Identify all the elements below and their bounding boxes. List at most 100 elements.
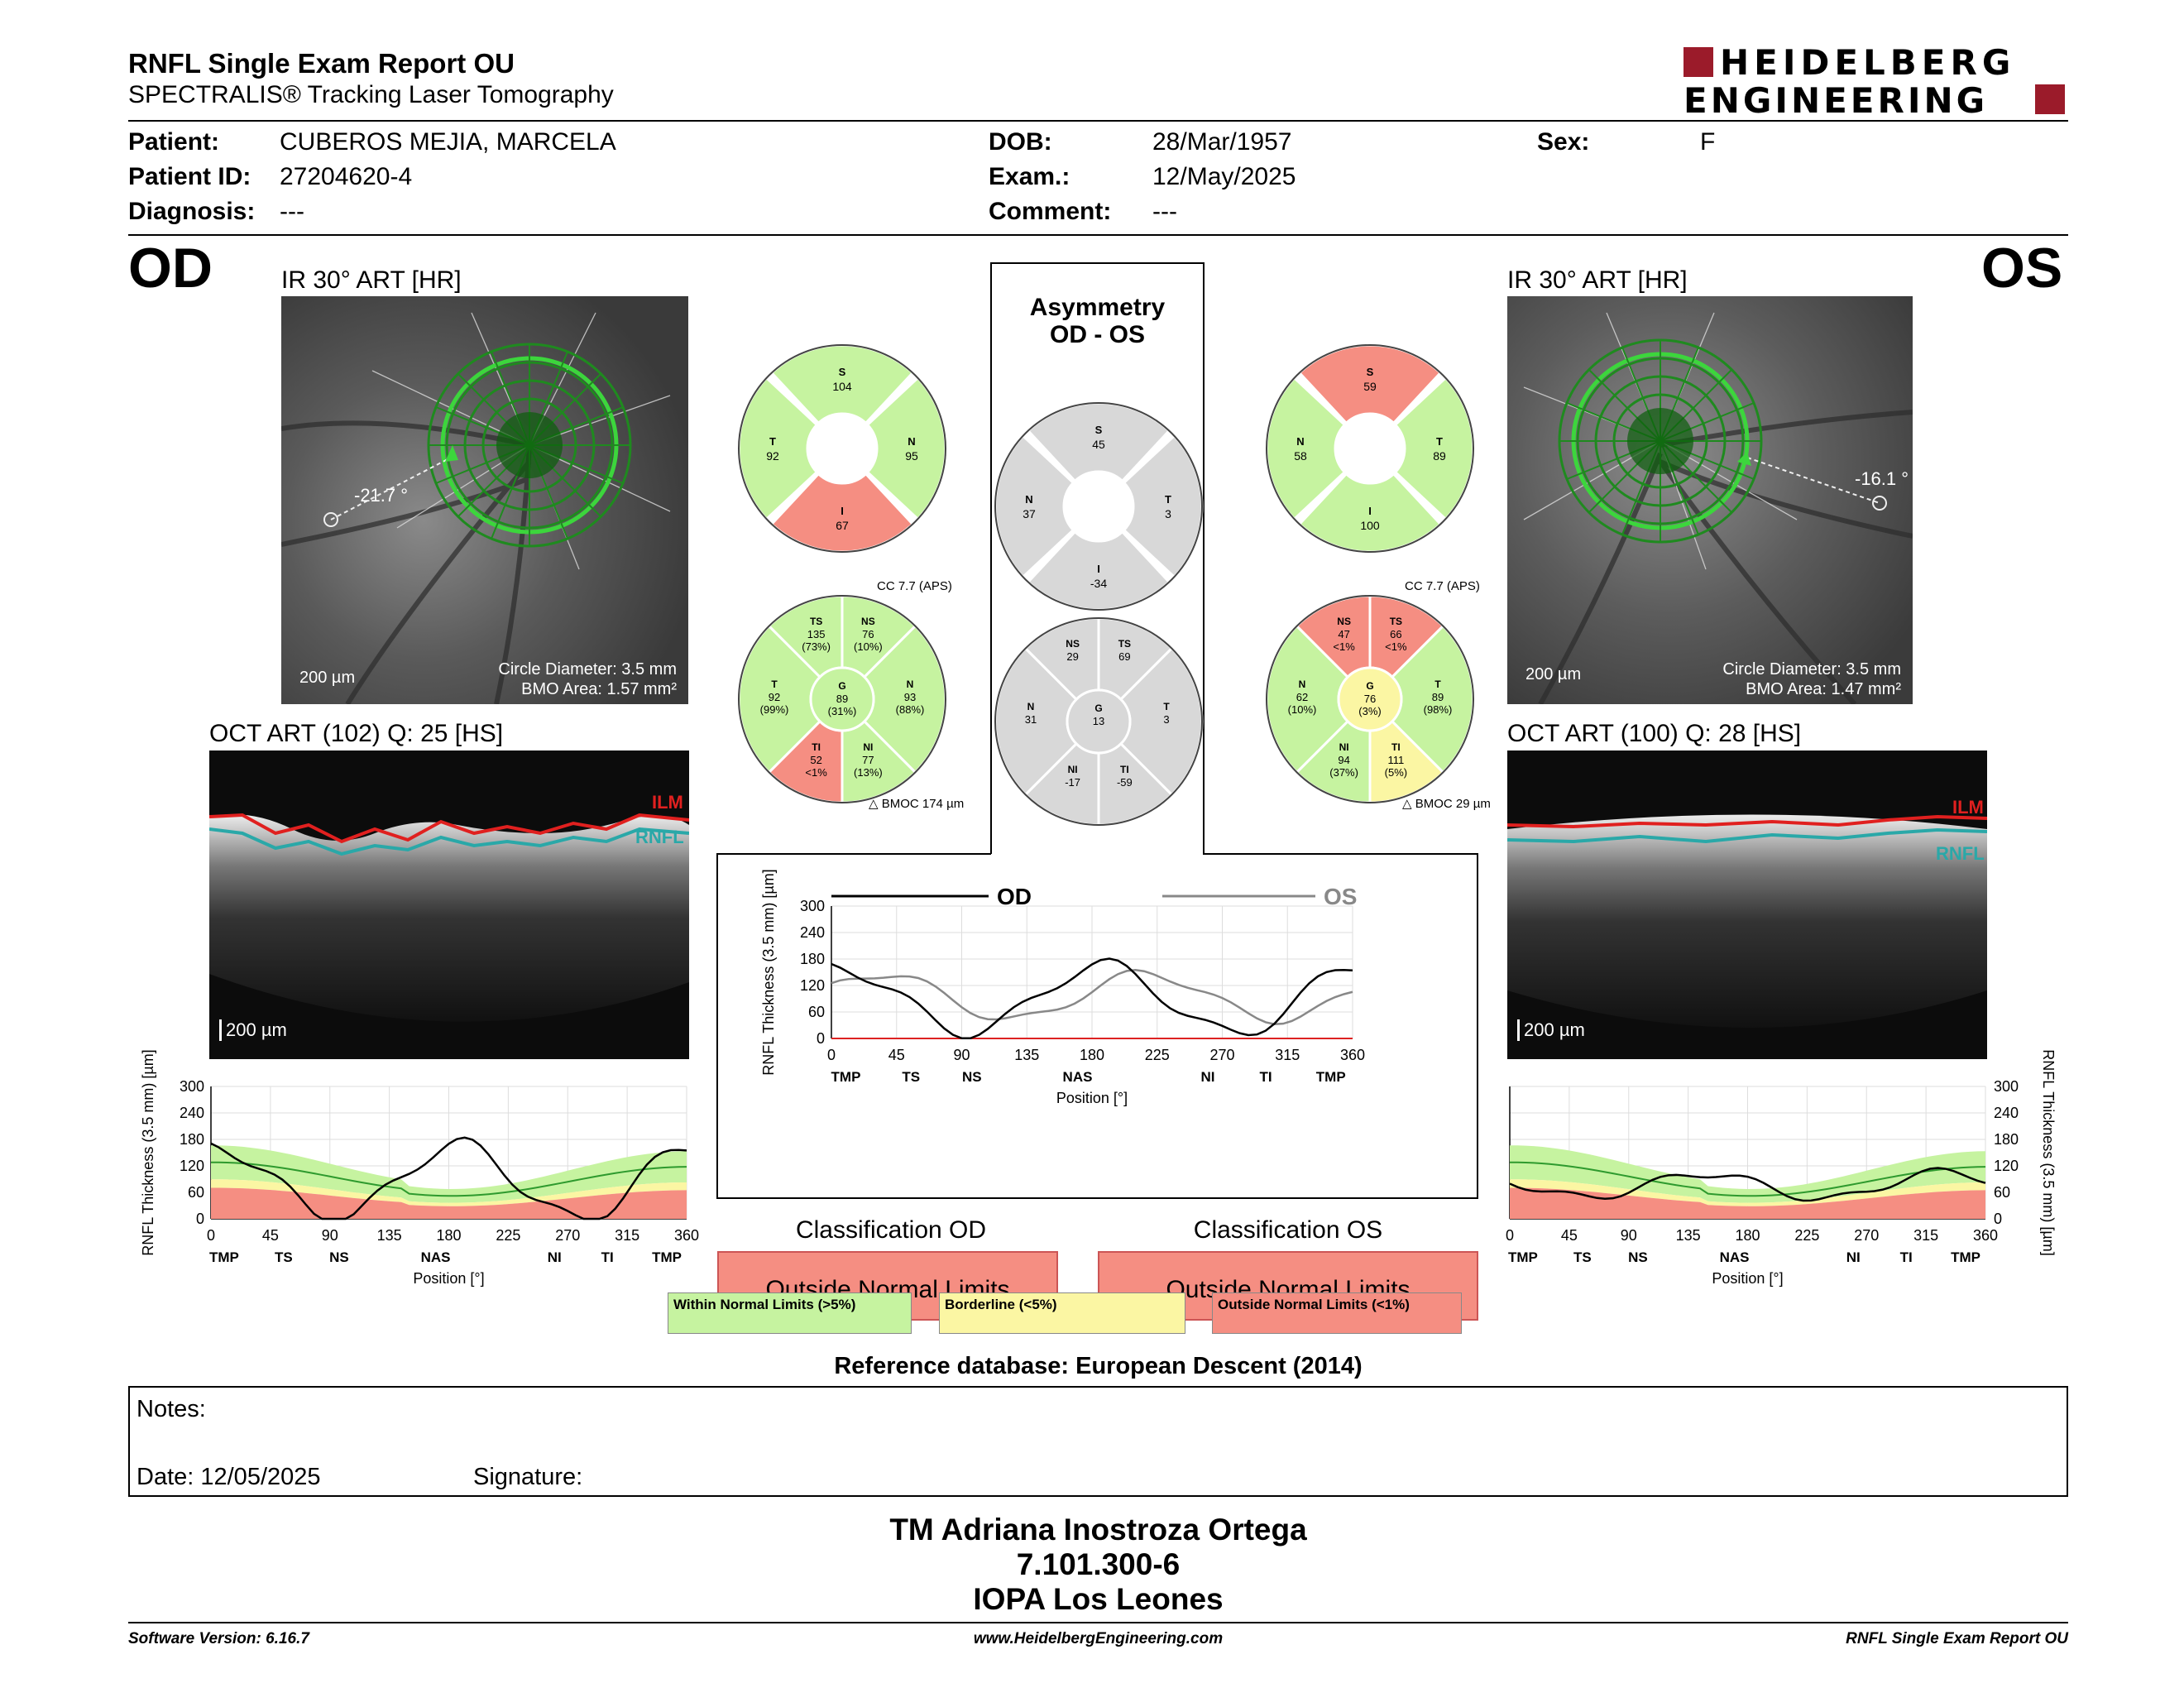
os-profile-x-tick: 360 xyxy=(1973,1227,1998,1244)
os-sec-sector-value: (5%) xyxy=(1385,766,1407,779)
asym-quad-sector-value: 3 xyxy=(1165,507,1171,520)
os-rnfl-label: RNFL xyxy=(1936,843,1985,864)
od-profile-x-label: Position [°] xyxy=(413,1270,484,1287)
od-sec-sector-label: N xyxy=(907,679,914,690)
od-profile-sector-label: TMP xyxy=(209,1249,239,1265)
asym-sec-sector-value: 29 xyxy=(1066,650,1078,663)
os-profile-sector-label: TMP xyxy=(1951,1249,1980,1265)
os-sec-sector-value: 94 xyxy=(1338,754,1349,766)
cmp-sector-label: TMP xyxy=(1316,1069,1346,1085)
legend-outside-normal: Outside Normal Limits (<1%) xyxy=(1212,1292,1462,1334)
cmp-x-tick: 180 xyxy=(1080,1047,1104,1063)
website-link[interactable]: www.HeidelbergEngineering.com xyxy=(973,1630,1224,1647)
cmp-sector-label: TI xyxy=(1259,1069,1272,1085)
os-quad-sector-label: T xyxy=(1436,435,1443,448)
cmp-x-tick: 270 xyxy=(1209,1047,1234,1063)
os-sec-sector-label: T xyxy=(1434,679,1441,690)
asymmetry-subtitle: OD - OS xyxy=(1049,321,1145,348)
od-rnfl-label: RNFL xyxy=(635,827,684,847)
signature-label: Signature: xyxy=(473,1464,583,1490)
os-profile-x-tick: 270 xyxy=(1854,1227,1879,1244)
sex-label: Sex: xyxy=(1537,128,1590,156)
od-sec-sector-value: (10%) xyxy=(854,640,883,653)
asym-sec-sector-value: -59 xyxy=(1117,776,1133,789)
od-profile-x-tick: 315 xyxy=(615,1227,639,1244)
os-quad-sector-value: 89 xyxy=(1433,449,1446,463)
asym-quad-sector-value: 45 xyxy=(1092,438,1105,451)
asym-quad-center xyxy=(1063,471,1134,542)
asym-sec-outline xyxy=(994,617,1203,826)
os-oct-title: OCT ART (100) Q: 28 [HS] xyxy=(1507,720,1802,747)
od-profile-y-tick: 0 xyxy=(196,1211,204,1227)
asym-sec-sector-value: 69 xyxy=(1118,650,1130,663)
os-sec-sector-label: N xyxy=(1299,679,1306,690)
od-profile-sector-label: NS xyxy=(329,1249,349,1265)
legend-within-normal: Within Normal Limits (>5%) xyxy=(668,1292,912,1334)
asym-quad-sector-label: N xyxy=(1025,493,1032,506)
od-quad-sector-value: 67 xyxy=(836,519,849,532)
asym-sec-sector-label: T xyxy=(1163,701,1170,712)
od-profile-sector-label: NAS xyxy=(421,1249,451,1265)
exam-date: 12/May/2025 xyxy=(1152,163,1296,190)
sex: F xyxy=(1700,128,1716,156)
os-profile-line xyxy=(1509,1167,1986,1202)
os-profile-x-tick: 180 xyxy=(1735,1227,1760,1244)
od-quad-sector-label: I xyxy=(841,505,844,517)
asym-quad-sector-label: S xyxy=(1095,424,1103,436)
od-ir-fundus-image: -21.7 ° 200 µm Circle Diameter: 3.5 mm B… xyxy=(281,296,688,704)
od-oct-title: OCT ART (102) Q: 25 [HS] xyxy=(209,720,504,747)
od-profile-y-label: RNFL Thickness (3.5 mm) [µm] xyxy=(140,1049,156,1255)
od-sec-sector-value: (13%) xyxy=(854,766,883,779)
os-profile-sector-label: TMP xyxy=(1508,1249,1538,1265)
os-profile-y-tick: 0 xyxy=(1994,1211,2002,1227)
os-sec-sector-value: (98%) xyxy=(1424,703,1453,716)
diagnosis: --- xyxy=(280,198,304,225)
od-profile-x-tick: 45 xyxy=(262,1227,279,1244)
od-sec-global-value: 89 xyxy=(836,693,848,705)
od-quad-sector-label: S xyxy=(839,366,846,378)
os-bmo-area: BMO Area: 1.47 mm² xyxy=(1746,680,1901,698)
os-profile-y-label: RNFL Thickness (3.5 mm) [µm] xyxy=(2040,1049,2057,1255)
asym-sec-sector-label: NS xyxy=(1066,638,1080,650)
patient-id-label: Patient ID: xyxy=(128,163,251,190)
cmp-sector-label: NS xyxy=(962,1069,982,1085)
od-profile-sector-label: TS xyxy=(275,1249,293,1265)
asym-sec-sector-label: N xyxy=(1027,701,1035,712)
od-profile-y-tick: 240 xyxy=(180,1105,204,1121)
od-sec-sector-value: 93 xyxy=(904,691,916,703)
os-bmoc: △ BMOC 29 µm xyxy=(1402,797,1491,811)
os-quad-sector-label: S xyxy=(1367,366,1374,378)
os-sec-sector-value: <1% xyxy=(1385,640,1407,653)
asym-sec-sector-g xyxy=(1066,688,1132,755)
od-profile-normal-mean-line xyxy=(210,1161,687,1197)
asymmetry-title: Asymmetry xyxy=(1029,294,1166,321)
os-sec-global-value: (3%) xyxy=(1358,705,1381,717)
cmp-x-label: Position [°] xyxy=(1056,1090,1128,1106)
patient-id: 27204620-4 xyxy=(280,163,413,190)
os-ir-title: IR 30° ART [HR] xyxy=(1507,266,1688,294)
os-quad-sector-value: 59 xyxy=(1363,380,1377,393)
od-sec-sector-label: TS xyxy=(810,616,822,627)
od-profile-y-tick: 300 xyxy=(180,1078,204,1095)
od-profile-x-tick: 360 xyxy=(674,1227,699,1244)
notes-box[interactable]: Notes: Date: 12/05/2025 Signature: xyxy=(128,1386,2068,1497)
os-profile-y-tick: 300 xyxy=(1994,1078,2019,1095)
os-profile-y-tick: 240 xyxy=(1994,1105,2019,1121)
od-classification-title: Classification OD xyxy=(795,1216,987,1244)
od-sec-sector-value: 135 xyxy=(807,628,826,640)
notes-label: Notes: xyxy=(136,1396,206,1422)
os-sec-sector-value: (37%) xyxy=(1329,766,1358,779)
heidelberg-logo: HEIDELBERG ENGINEERING xyxy=(1684,42,2066,121)
cmp-sector-label: TS xyxy=(902,1069,920,1085)
asym-quad-sector-value: -34 xyxy=(1090,577,1107,590)
os-sec-sector-g xyxy=(1337,666,1403,732)
od-sec-outline xyxy=(738,595,946,803)
os-sec-outline xyxy=(1266,595,1474,803)
os-eye-label: OS xyxy=(1981,237,2063,300)
od-profile-x-tick: 90 xyxy=(322,1227,338,1244)
os-sec-sector-value: 89 xyxy=(1432,691,1444,703)
os-profile-sector-label: TI xyxy=(1900,1249,1913,1265)
cmp-y-tick: 60 xyxy=(808,1004,825,1020)
od-cc-label: CC 7.7 (APS) xyxy=(877,579,952,593)
